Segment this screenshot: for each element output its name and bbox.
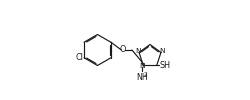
Text: N: N bbox=[139, 63, 144, 69]
Text: O: O bbox=[119, 46, 126, 54]
Text: 2: 2 bbox=[143, 72, 146, 77]
Text: NH: NH bbox=[136, 73, 147, 82]
Text: N: N bbox=[159, 48, 164, 54]
Text: SH: SH bbox=[159, 61, 170, 70]
Text: Cl: Cl bbox=[76, 53, 83, 62]
Text: N: N bbox=[134, 48, 140, 54]
